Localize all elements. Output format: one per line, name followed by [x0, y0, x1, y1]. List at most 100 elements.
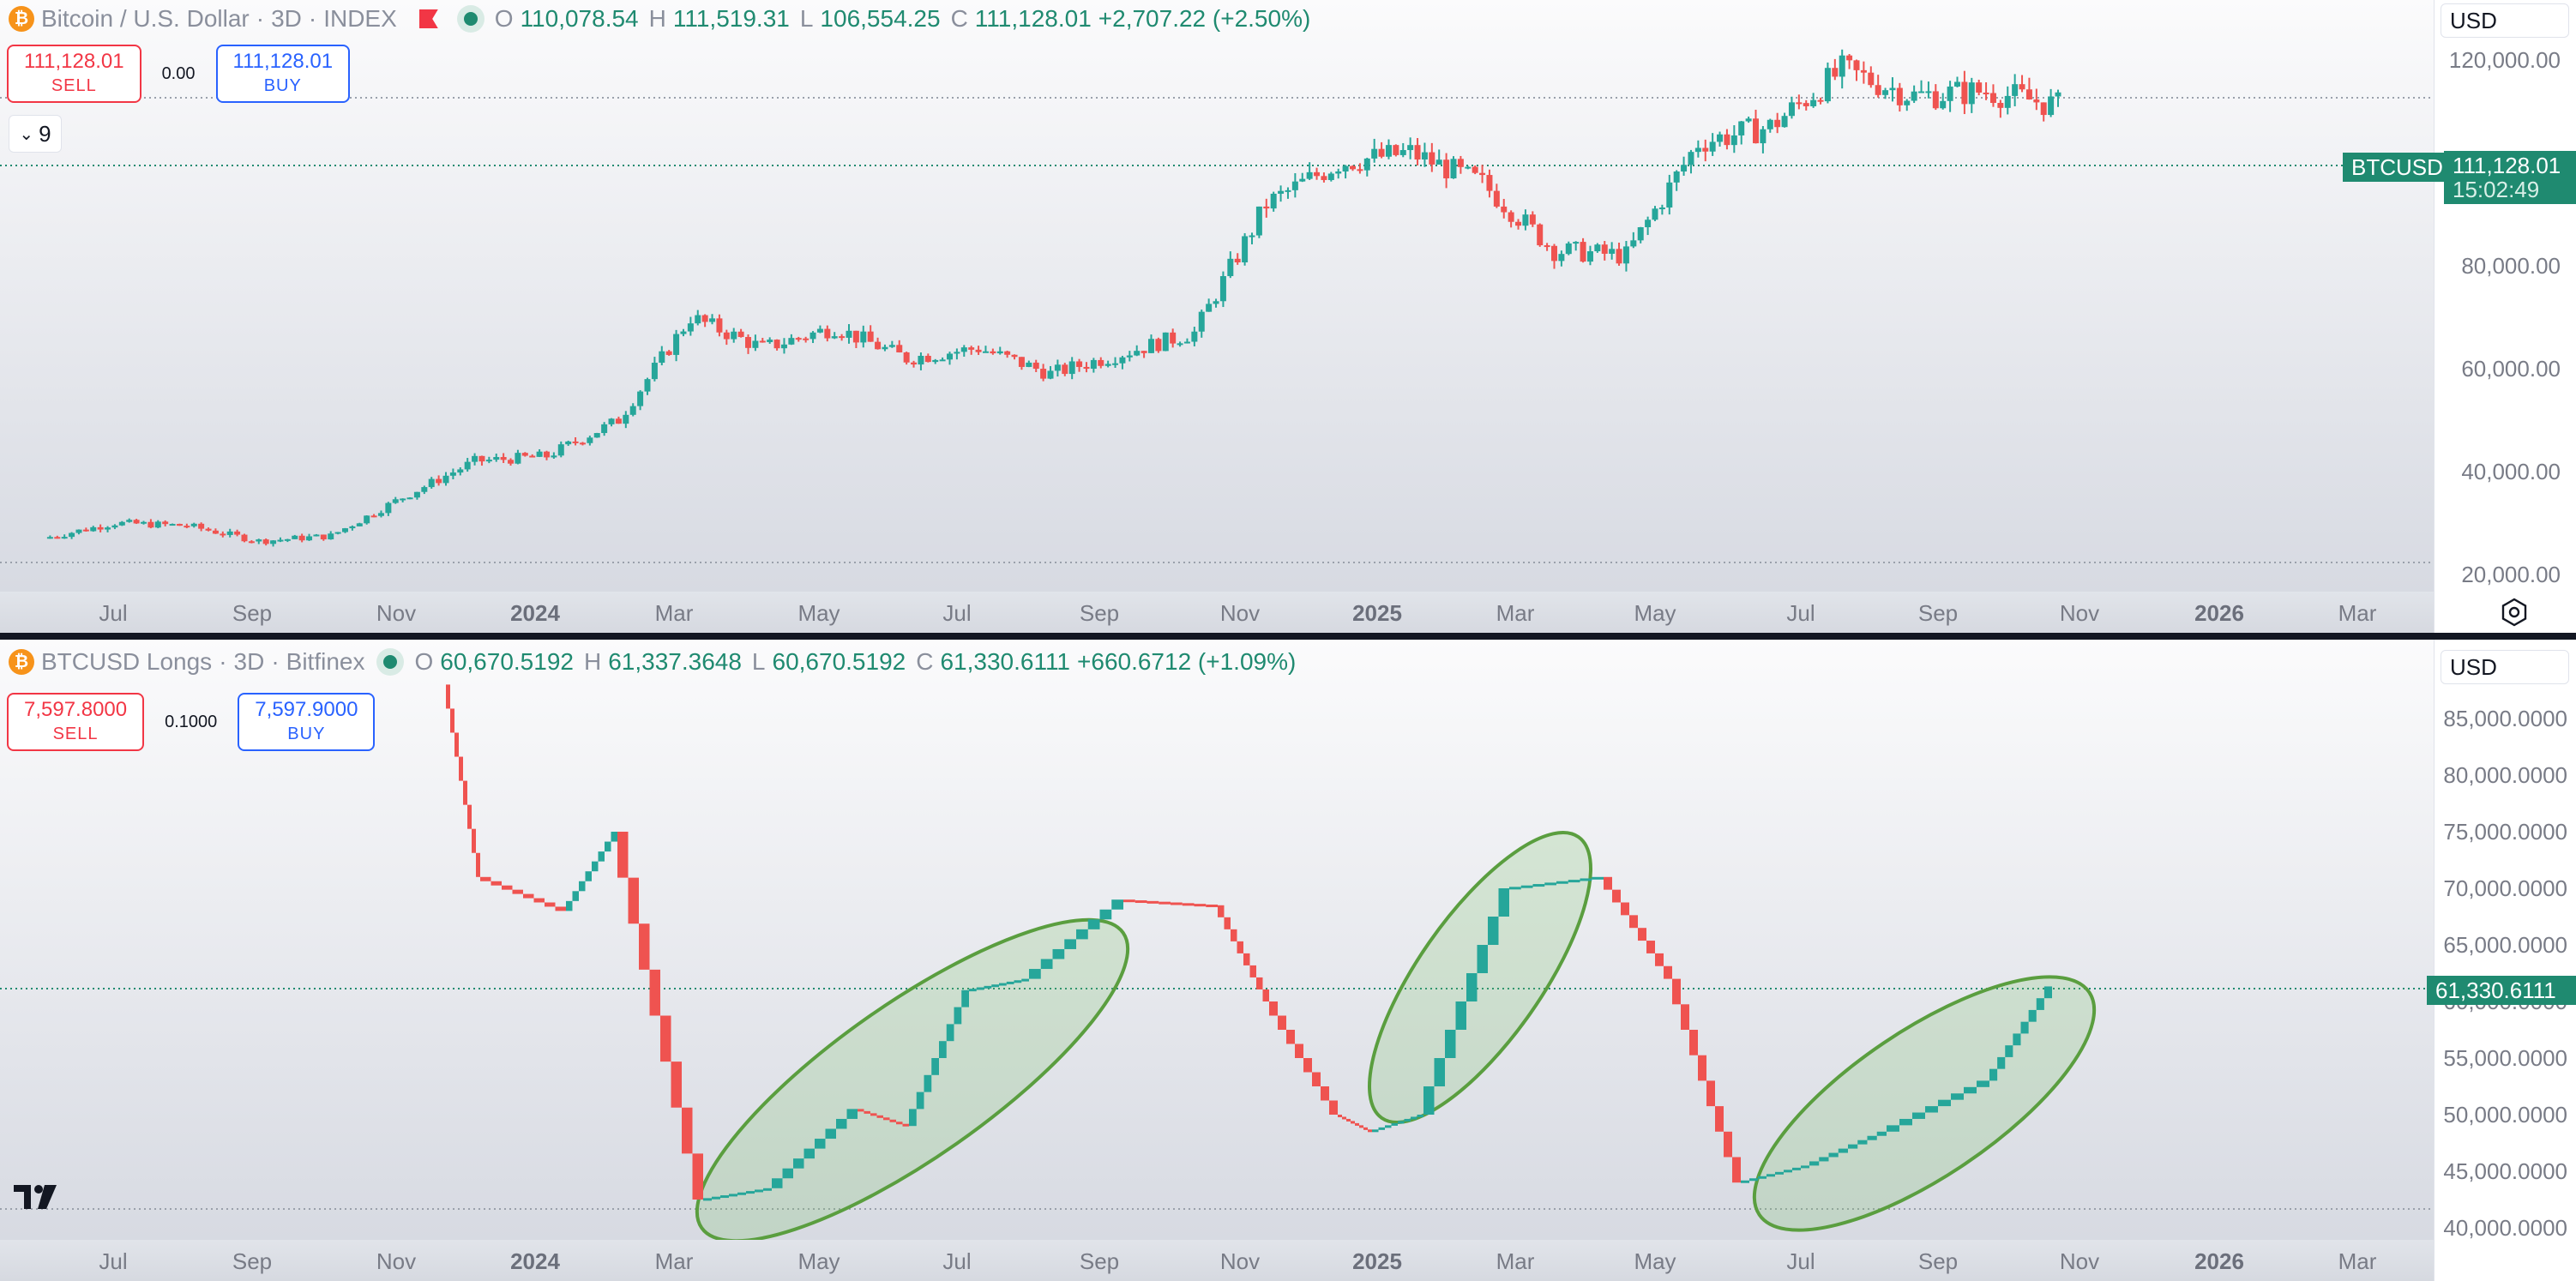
- price-axis-labels: 85,000.0000 80,000.0000 75,000.0000 70,000.…: [2443, 706, 2567, 1241]
- market-status-icon[interactable]: [456, 5, 485, 33]
- price-chart-pane[interactable]: Jul Sep Nov 2024 Mar May Jul Sep Nov 2025 Mar May Ju…: [0, 0, 2576, 633]
- longs-step: [502, 885, 513, 890]
- flag-icon[interactable]: [418, 9, 438, 28]
- longs-step: [1355, 1122, 1359, 1126]
- longs-step: [1876, 1131, 1887, 1136]
- candle-body: [1306, 171, 1313, 179]
- longs-chart-pane[interactable]: Jul Sep Nov 2024 Mar May Jul Sep Nov 2025 Mar May Ju…: [0, 640, 2576, 1281]
- longs-step: [1857, 1140, 1868, 1145]
- currency-select-bottom[interactable]: USD: [2441, 650, 2569, 684]
- pane-separator[interactable]: [0, 633, 2576, 640]
- candle-body: [1817, 99, 1824, 102]
- longs-line-chart[interactable]: [0, 640, 2576, 1281]
- candle-body: [413, 491, 420, 498]
- time-axis-bottom[interactable]: [0, 1240, 2434, 1281]
- candle-body: [593, 433, 600, 438]
- candle-body: [1565, 243, 1572, 255]
- change-value: +2,707.22 (+2.50%): [1098, 5, 1311, 32]
- longs-step: [692, 1153, 703, 1200]
- highlight-ellipse: [1752, 975, 2097, 1232]
- candle-body: [1681, 165, 1688, 172]
- time-tick: 2026: [2194, 600, 2244, 626]
- longs-step: [720, 1195, 729, 1199]
- chart-background[interactable]: [0, 640, 2434, 1240]
- candle-body: [1148, 339, 1154, 353]
- longs-step: [1819, 1157, 1829, 1162]
- price-axis-top[interactable]: [2434, 0, 2576, 633]
- candle-body: [449, 472, 456, 476]
- candle-body: [709, 318, 716, 322]
- candle-body: [500, 457, 507, 460]
- currency-select-top[interactable]: USD: [2441, 3, 2569, 38]
- buy-button[interactable]: 7,597.9000 BUY: [238, 693, 376, 751]
- symbol-name[interactable]: BTCUSD Longs: [41, 648, 213, 675]
- longs-step: [1194, 904, 1207, 907]
- longs-step: [1706, 1080, 1715, 1107]
- longs-step: [1243, 953, 1250, 965]
- time-axis-top[interactable]: [0, 592, 2434, 633]
- candle-body: [1997, 103, 2004, 108]
- symbol-legend-bottom[interactable]: ₿ BTCUSD Longs · 3D · Bitfinex O 60,670.5…: [9, 648, 1296, 676]
- candle-body: [320, 534, 327, 540]
- longs-step: [1237, 941, 1243, 953]
- candle-body: [1645, 220, 1652, 228]
- candle-body: [298, 535, 305, 541]
- longs-step: [1021, 978, 1029, 982]
- candle-body: [1961, 81, 1968, 105]
- tradingview-logo-icon[interactable]: [12, 1182, 67, 1212]
- longs-step: [984, 985, 992, 989]
- candle-body: [1868, 72, 1875, 86]
- symbol-name[interactable]: Bitcoin / U.S. Dollar: [41, 5, 250, 32]
- candle-body: [637, 391, 644, 406]
- market-status-icon[interactable]: [376, 648, 405, 676]
- buy-button[interactable]: 111,128.01 BUY: [215, 45, 351, 103]
- time-tick: Jul: [1786, 600, 1815, 626]
- longs-step: [1171, 902, 1183, 905]
- candle-body: [90, 526, 97, 532]
- time-tick: Nov: [2060, 600, 2099, 626]
- longs-step: [1766, 1174, 1775, 1177]
- exchange: INDEX: [323, 5, 397, 32]
- candle-body: [1479, 172, 1486, 176]
- candle-body: [184, 526, 190, 528]
- longs-step: [545, 902, 556, 907]
- price-tick: 75,000.0000: [2443, 819, 2567, 845]
- candle-body: [1472, 166, 1478, 173]
- symbol-legend-top[interactable]: ₿ Bitcoin / U.S. Dollar · 3D · INDEX O 11…: [9, 5, 1310, 33]
- candle-body: [572, 441, 579, 443]
- time-tick: Mar: [1496, 600, 1535, 626]
- time-tick: 2025: [1352, 1248, 1402, 1274]
- longs-step: [902, 1123, 909, 1127]
- longs-step: [976, 987, 984, 990]
- longs-step: [566, 900, 573, 911]
- longs-step: [1775, 1171, 1784, 1175]
- time-tick: Sep: [1080, 1248, 1119, 1274]
- sell-button[interactable]: 7,597.8000 SELL: [7, 693, 145, 751]
- candlestick-chart[interactable]: [0, 0, 2576, 633]
- candle-body: [903, 352, 910, 363]
- longs-step: [1532, 884, 1545, 887]
- highlight-ellipse: [1368, 831, 1592, 1124]
- longs-step: [1391, 1122, 1398, 1126]
- candle-body: [1882, 90, 1889, 95]
- time-tick: Nov: [1220, 1248, 1260, 1274]
- longs-step: [703, 1198, 712, 1201]
- longs-step: [1338, 1115, 1342, 1117]
- candle-body: [428, 478, 435, 488]
- settings-icon[interactable]: [2499, 597, 2530, 628]
- longs-step: [1040, 959, 1053, 970]
- candle-body: [918, 355, 924, 365]
- longs-step: [1455, 1001, 1466, 1030]
- indicators-collapse-button[interactable]: ⌄ 9: [9, 115, 62, 153]
- sell-button[interactable]: 111,128.01 SELL: [7, 45, 141, 103]
- candle-body: [1738, 121, 1745, 135]
- low-value: 60,670.5192: [772, 648, 906, 675]
- longs-step: [1372, 1129, 1379, 1133]
- candle-body: [212, 530, 219, 534]
- candle-body: [1911, 91, 1917, 101]
- candle-body: [1486, 175, 1493, 191]
- price-axis-bottom[interactable]: [2434, 640, 2576, 1281]
- longs-step: [1592, 876, 1604, 880]
- longs-step: [1351, 1121, 1355, 1124]
- candle-body: [1788, 102, 1795, 117]
